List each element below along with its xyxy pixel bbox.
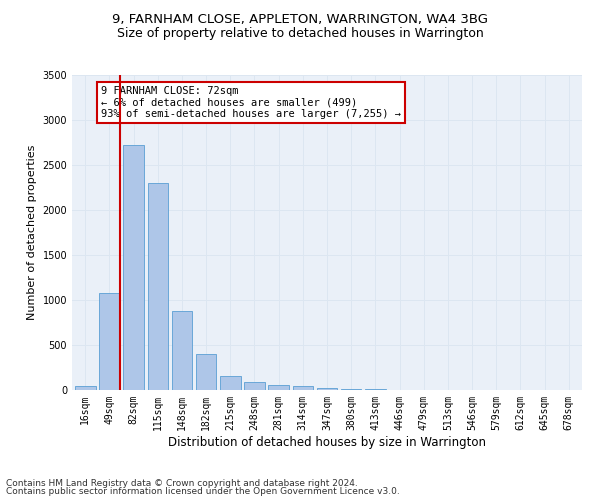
X-axis label: Distribution of detached houses by size in Warrington: Distribution of detached houses by size … (168, 436, 486, 448)
Bar (293, 386, 313, 390)
Bar (341, 388, 361, 390)
Bar (196, 354, 217, 390)
Bar (99, 293, 120, 390)
Text: Contains HM Land Registry data © Crown copyright and database right 2024.: Contains HM Land Registry data © Crown c… (6, 478, 358, 488)
Bar (220, 376, 241, 390)
Bar (317, 388, 337, 390)
Text: 9, FARNHAM CLOSE, APPLETON, WARRINGTON, WA4 3BG: 9, FARNHAM CLOSE, APPLETON, WARRINGTON, … (112, 12, 488, 26)
Bar (75, 386, 95, 390)
Text: 9 FARNHAM CLOSE: 72sqm
← 6% of detached houses are smaller (499)
93% of semi-det: 9 FARNHAM CLOSE: 72sqm ← 6% of detached … (101, 86, 401, 119)
Bar (268, 385, 289, 390)
Bar (148, 183, 168, 390)
Text: Size of property relative to detached houses in Warrington: Size of property relative to detached ho… (116, 28, 484, 40)
Y-axis label: Number of detached properties: Number of detached properties (27, 145, 37, 320)
Bar (124, 145, 144, 390)
Bar (172, 311, 192, 390)
Text: Contains public sector information licensed under the Open Government Licence v3: Contains public sector information licen… (6, 487, 400, 496)
Bar (244, 382, 265, 390)
Bar (365, 389, 386, 390)
